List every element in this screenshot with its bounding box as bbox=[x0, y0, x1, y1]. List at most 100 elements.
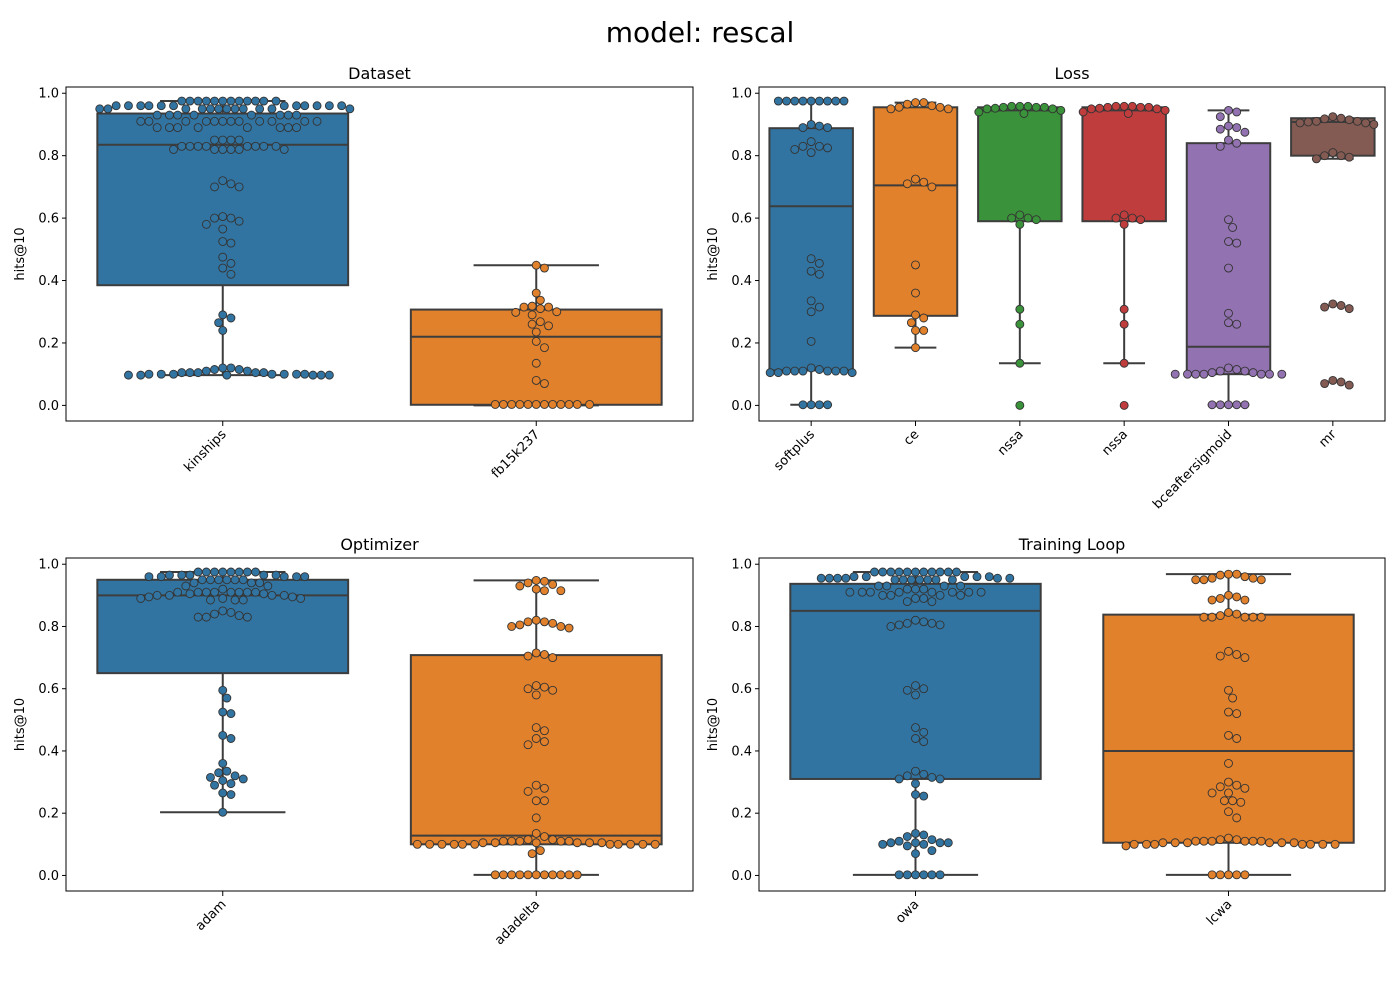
data-point bbox=[222, 575, 232, 585]
data-point bbox=[1336, 377, 1346, 387]
data-point bbox=[898, 575, 908, 585]
data-point bbox=[531, 838, 541, 848]
data-point bbox=[1015, 304, 1025, 314]
data-point bbox=[242, 587, 252, 597]
data-point bbox=[1031, 215, 1041, 225]
data-point bbox=[226, 779, 236, 789]
data-point bbox=[279, 590, 289, 600]
y-tick-label: 0.8 bbox=[38, 149, 59, 164]
data-point bbox=[894, 102, 904, 112]
data-point bbox=[201, 612, 211, 622]
data-point bbox=[185, 368, 195, 378]
data-point bbox=[234, 567, 244, 577]
data-point bbox=[911, 779, 920, 789]
data-point bbox=[234, 587, 244, 597]
data-point bbox=[886, 838, 896, 848]
box-softplus bbox=[768, 127, 854, 372]
data-point bbox=[1224, 685, 1233, 695]
data-point bbox=[1232, 870, 1242, 880]
data-point bbox=[181, 581, 191, 591]
data-point bbox=[292, 110, 301, 120]
data-point bbox=[185, 141, 195, 151]
data-point bbox=[1277, 838, 1287, 848]
data-point bbox=[226, 179, 236, 189]
data-point bbox=[279, 101, 289, 111]
data-point bbox=[964, 587, 974, 597]
data-point bbox=[556, 836, 566, 846]
data-point bbox=[1111, 213, 1121, 223]
data-point bbox=[585, 838, 594, 848]
data-point bbox=[935, 870, 945, 880]
data-point bbox=[523, 870, 533, 880]
data-point bbox=[1007, 213, 1017, 223]
data-point bbox=[773, 96, 783, 106]
data-point bbox=[1207, 836, 1217, 846]
data-point bbox=[1215, 782, 1225, 792]
data-point bbox=[911, 594, 920, 603]
data-point bbox=[527, 301, 537, 311]
data-point bbox=[222, 693, 232, 703]
data-point bbox=[218, 776, 228, 785]
data-point bbox=[230, 771, 240, 781]
data-point bbox=[210, 780, 220, 790]
data-point bbox=[242, 96, 252, 106]
data-point bbox=[540, 737, 549, 747]
subplots-container: Dataset hits@10 0.0 0.2 0.4 0.6 0.8 1.0 kinships… bbox=[13, 64, 1386, 948]
data-point bbox=[1103, 102, 1113, 112]
data-point bbox=[300, 101, 310, 111]
data-point bbox=[814, 269, 824, 279]
x-tick-label: owa bbox=[893, 897, 922, 926]
data-point bbox=[943, 567, 953, 577]
data-point bbox=[798, 141, 808, 151]
data-point bbox=[164, 110, 174, 120]
data-point bbox=[548, 870, 558, 880]
data-point bbox=[960, 572, 970, 582]
data-point bbox=[927, 870, 937, 880]
data-point bbox=[911, 326, 920, 335]
data-point bbox=[531, 336, 541, 346]
data-point bbox=[201, 116, 211, 126]
data-point bbox=[527, 310, 537, 320]
data-point bbox=[911, 723, 920, 733]
y-tick-label: 0.8 bbox=[731, 620, 752, 635]
data-point bbox=[878, 590, 888, 600]
data-point bbox=[210, 116, 220, 126]
data-point bbox=[523, 617, 533, 627]
data-point bbox=[865, 587, 875, 597]
data-point bbox=[259, 96, 269, 106]
data-point bbox=[911, 690, 920, 700]
data-point bbox=[806, 307, 816, 317]
data-point bbox=[927, 772, 937, 782]
data-point bbox=[531, 260, 541, 270]
data-point bbox=[638, 839, 648, 849]
data-point bbox=[324, 101, 334, 111]
data-point bbox=[564, 400, 574, 409]
data-point bbox=[556, 400, 566, 409]
data-point bbox=[564, 623, 574, 633]
data-point bbox=[1219, 796, 1229, 806]
data-point bbox=[878, 567, 888, 577]
data-point bbox=[927, 597, 937, 607]
data-point bbox=[275, 123, 285, 133]
data-point bbox=[956, 590, 966, 600]
data-point bbox=[201, 219, 211, 229]
data-point bbox=[927, 835, 937, 845]
data-point bbox=[251, 96, 261, 106]
data-point bbox=[218, 116, 228, 126]
data-point bbox=[1207, 612, 1217, 622]
data-point bbox=[218, 758, 228, 768]
subplot-loss: Loss hits@10 0.0 0.2 0.4 0.6 0.8 1.0 softplus ce n… bbox=[706, 64, 1386, 512]
data-point bbox=[894, 774, 904, 784]
data-point bbox=[535, 304, 545, 314]
data-point bbox=[1320, 151, 1330, 161]
data-point bbox=[931, 575, 941, 585]
data-point bbox=[1215, 400, 1225, 410]
data-point bbox=[540, 682, 549, 692]
y-axis-label: hits@10 bbox=[706, 698, 721, 751]
data-point bbox=[572, 870, 582, 880]
data-point bbox=[1019, 109, 1029, 118]
data-point bbox=[255, 104, 265, 114]
data-point bbox=[226, 116, 236, 126]
data-point bbox=[782, 96, 792, 106]
data-point bbox=[1224, 135, 1233, 145]
